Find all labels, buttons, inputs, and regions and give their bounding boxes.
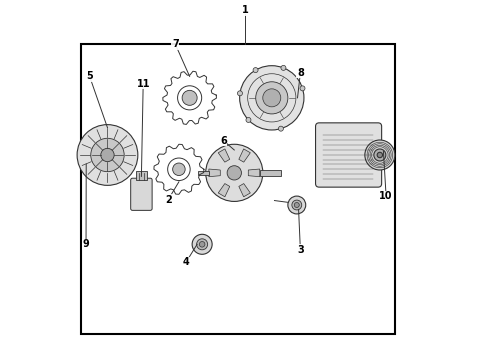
Text: 1: 1: [242, 5, 248, 15]
Circle shape: [77, 125, 138, 185]
Circle shape: [196, 239, 208, 250]
Polygon shape: [218, 184, 230, 197]
Circle shape: [91, 138, 124, 172]
Text: 7: 7: [172, 39, 179, 49]
Circle shape: [182, 90, 197, 105]
Circle shape: [278, 126, 283, 131]
Bar: [81, 44, 395, 334]
Polygon shape: [239, 149, 250, 162]
Circle shape: [192, 234, 212, 254]
Text: 4: 4: [183, 257, 190, 267]
Text: 5: 5: [86, 71, 93, 81]
Bar: [136, 171, 147, 180]
Bar: [198, 171, 209, 175]
Circle shape: [240, 66, 304, 130]
Polygon shape: [209, 169, 221, 177]
FancyBboxPatch shape: [316, 123, 382, 187]
Circle shape: [246, 117, 251, 122]
Circle shape: [227, 166, 242, 180]
Circle shape: [288, 196, 306, 214]
Text: 2: 2: [165, 195, 172, 204]
Text: 3: 3: [297, 245, 304, 255]
Circle shape: [294, 203, 299, 207]
Circle shape: [300, 86, 305, 91]
Circle shape: [292, 200, 302, 210]
FancyBboxPatch shape: [131, 178, 152, 210]
Circle shape: [206, 144, 263, 202]
Polygon shape: [248, 169, 260, 177]
Circle shape: [281, 66, 286, 70]
Circle shape: [374, 149, 386, 161]
Polygon shape: [218, 149, 230, 162]
Circle shape: [263, 89, 281, 107]
Text: 11: 11: [136, 78, 150, 89]
Bar: [260, 170, 281, 176]
Circle shape: [172, 163, 185, 176]
Circle shape: [238, 91, 243, 96]
Text: 10: 10: [379, 191, 393, 201]
Circle shape: [256, 82, 288, 114]
Circle shape: [377, 152, 383, 158]
Circle shape: [199, 242, 205, 247]
Circle shape: [101, 148, 114, 162]
Circle shape: [253, 68, 258, 73]
Text: 8: 8: [297, 68, 304, 78]
Polygon shape: [239, 184, 250, 197]
Text: 6: 6: [220, 136, 227, 146]
Text: 9: 9: [83, 239, 89, 249]
Circle shape: [365, 140, 395, 170]
